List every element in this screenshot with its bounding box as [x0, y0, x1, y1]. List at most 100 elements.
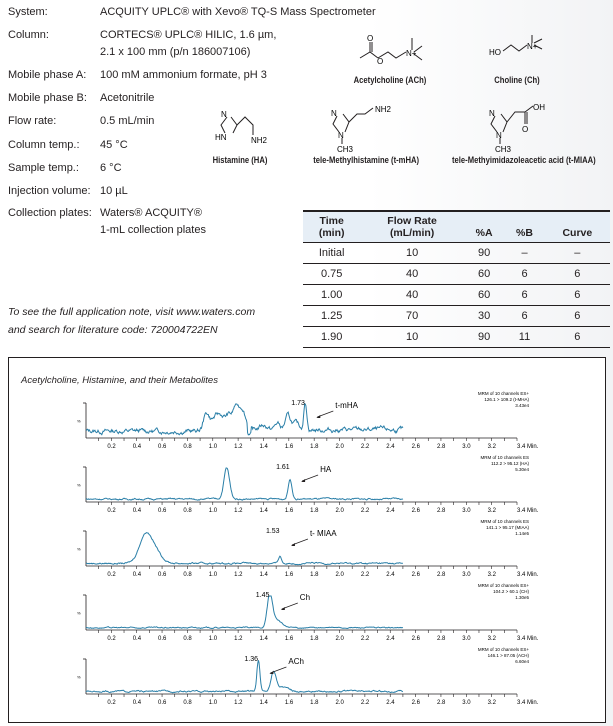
x-tick-label: 1.2	[234, 700, 243, 706]
x-tick-label: 2.2	[361, 700, 370, 706]
x-tick-label: 0.8	[183, 700, 192, 706]
table-cell: 70	[360, 305, 464, 327]
x-tick-label: 0.4	[133, 572, 142, 578]
arrow-head-icon	[290, 543, 295, 546]
x-tick-label: 3.0	[462, 508, 471, 514]
x-tick-label: 2.4	[386, 444, 395, 450]
mrm-info: 141.1 > 95.17 (MIAA)	[486, 525, 529, 530]
x-tick-label: 1.8	[310, 572, 319, 578]
x-tick-label: 1.6	[285, 700, 294, 706]
x-tick-label: 1.4	[259, 700, 268, 706]
x-tick-label: 0.4	[133, 636, 142, 642]
x-tick-label: 3.4	[517, 508, 526, 514]
condition-label: Column:	[8, 29, 49, 41]
table-header-row: Time (min) Flow Rate (mL/min) %A %B Curve	[303, 210, 610, 243]
x-unit-label: Min.	[527, 700, 539, 706]
table-cell: 40	[360, 263, 464, 285]
x-tick-label: 1.2	[234, 508, 243, 514]
table-cell: 6	[544, 284, 610, 306]
x-tick-label: 1.6	[285, 636, 294, 642]
chromatogram-figure: Acetylcholine, Histamine, and their Meta…	[8, 357, 606, 723]
analyte-label: t- MIAA	[310, 529, 337, 538]
x-tick-label: 1.4	[259, 508, 268, 514]
table-cell: –	[504, 242, 545, 264]
chart-title: Acetylcholine, Histamine, and their Meta…	[21, 375, 218, 386]
mrm-info: MRM of 10 channels ES	[480, 455, 529, 460]
table-cell: 90	[463, 242, 505, 264]
x-tick-label: 2.0	[336, 508, 345, 514]
retention-time-label: 1.61	[276, 464, 290, 471]
mrm-info: 3.43e4	[515, 403, 529, 408]
x-tick-label: 1.4	[259, 572, 268, 578]
x-tick-label: 2.8	[437, 508, 446, 514]
x-tick-label: 3.2	[488, 444, 497, 450]
histamine-structure: N HN NH2	[215, 110, 268, 145]
condition-label: Collection plates:	[8, 207, 92, 219]
atom-n-plus: N+	[406, 49, 417, 58]
condition-value-line2: 1-mL collection plates	[100, 224, 206, 236]
x-tick-label: 3.2	[488, 700, 497, 706]
x-tick-label: 2.0	[336, 636, 345, 642]
x-tick-label: 0.6	[158, 572, 167, 578]
acetylcholine-structure: O O N+	[359, 34, 423, 65]
trace-line	[85, 532, 403, 566]
table-cell: 11	[504, 326, 545, 348]
x-tick-label: 0.8	[183, 572, 192, 578]
x-tick-label: 3.4	[517, 444, 526, 450]
chromatogram-panel-4: % 0.2 0.4 0.6 0.8 1.0 1.2 1.4 1.6 1.8 2.0 2.2 2.4 2.6…	[77, 647, 539, 706]
retention-time-label: 1.53	[266, 528, 280, 535]
atom-ch3: CH3	[337, 145, 354, 154]
x-tick-label: 1.6	[285, 508, 294, 514]
x-tick-label: 3.4	[517, 572, 526, 578]
x-tick-label: 0.4	[133, 444, 142, 450]
chromatogram-panel-3: % 0.2 0.4 0.6 0.8 1.0 1.2 1.4 1.6 1.8 2.0 2.2 2.4 2.6…	[77, 583, 539, 642]
x-tick-label: 1.0	[209, 636, 218, 642]
x-tick-label: 0.4	[133, 700, 142, 706]
table-row: 1.00 40 60 6 6	[303, 284, 610, 306]
x-tick-label: 1.8	[310, 444, 319, 450]
table-row: 1.25 70 30 6 6	[303, 305, 610, 327]
condition-label: System:	[8, 6, 48, 18]
x-tick-label: 1.0	[209, 444, 218, 450]
x-tick-label: 1.2	[234, 636, 243, 642]
table-row: Initial 10 90– –	[303, 242, 610, 264]
x-tick-label: 0.8	[183, 508, 192, 514]
x-tick-label: 0.2	[107, 444, 116, 450]
retention-time-label: 1.73	[291, 400, 305, 407]
y-axis-label: %	[77, 419, 81, 424]
atom-ho: HO	[489, 48, 501, 57]
condition-value: ACQUITY UPLC® with Xevo® TQ-S Mass Spect…	[100, 6, 376, 18]
analyte-label: Ch	[300, 593, 310, 602]
table-cell: 10	[360, 326, 464, 348]
x-tick-label: 1.2	[234, 444, 243, 450]
table-cell: 10	[360, 242, 464, 264]
atom-nh2: NH2	[251, 136, 268, 145]
mrm-info: 112.2 > 95.12 (HA)	[491, 461, 529, 466]
trace-line	[85, 467, 404, 501]
x-tick-label: 0.2	[107, 572, 116, 578]
mrm-info: 5.30e4	[515, 467, 529, 472]
x-unit-label: Min.	[527, 636, 539, 642]
x-tick-label: 2.6	[412, 700, 421, 706]
analyte-label: HA	[320, 465, 332, 474]
x-tick-label: 2.4	[386, 572, 395, 578]
retention-time-label: 1.36	[244, 656, 258, 663]
x-tick-label: 0.6	[158, 508, 167, 514]
condition-label: Sample temp.:	[8, 162, 79, 174]
atom-o: O	[522, 125, 528, 134]
condition-label: Column temp.:	[8, 139, 80, 151]
mrm-info: MRM of 10 channels ES	[480, 519, 529, 524]
x-tick-label: 0.2	[107, 508, 116, 514]
atom-n: N	[496, 131, 502, 140]
arrow-head-icon	[280, 607, 285, 610]
table-cell: 40	[360, 284, 464, 306]
x-tick-label: 3.0	[462, 636, 471, 642]
x-tick-label: 2.8	[437, 700, 446, 706]
table-cell: 30	[463, 305, 505, 327]
condition-value: 100 mM ammonium formate, pH 3	[100, 69, 267, 81]
x-tick-label: 2.0	[336, 700, 345, 706]
atom-ch3: CH3	[495, 145, 512, 154]
tele-methylhistamine-structure: N N NH2 CH3	[331, 105, 392, 154]
condition-value: Waters® ACQUITY®	[100, 207, 202, 219]
column-header: %A	[463, 210, 505, 243]
